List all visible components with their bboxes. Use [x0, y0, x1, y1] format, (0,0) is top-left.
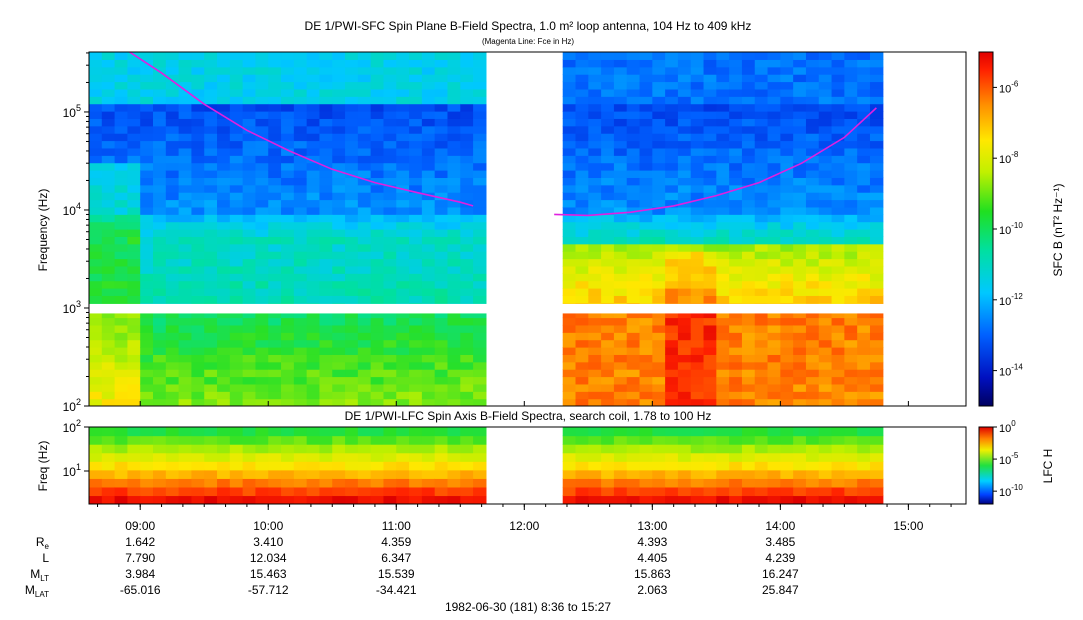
lfc-y-axis-label: Freq (Hz): [36, 441, 50, 492]
sfc-y-tick-label: 102: [63, 397, 81, 414]
ephemeris-value: 15.863: [634, 567, 671, 581]
top-panel-title: DE 1/PWI-SFC Spin Plane B-Field Spectra,…: [305, 19, 752, 33]
ephemeris-value: 4.405: [637, 551, 667, 565]
sfc-colorbar-tick-label: 10-6: [999, 79, 1019, 95]
lfc-plot-frame: [88, 426, 967, 505]
time-axis: 09:00 10:00 11:00 12:00 13:00 14:00 15:00: [97, 401, 952, 533]
ephemeris-row-label: MLT: [30, 567, 49, 583]
lfc-colorbar-tick-label: 10-10: [999, 483, 1023, 499]
ephemeris-value: -65.016: [120, 583, 161, 597]
top-panel-subtitle: (Magenta Line: Fce in Hz): [482, 37, 574, 46]
ephemeris-value: 15.463: [250, 567, 287, 581]
lfc-colorbar-tick-label: 10-5: [999, 451, 1019, 467]
lfc-y-tick-label: 102: [63, 418, 81, 435]
ephemeris-value: 6.347: [381, 551, 411, 565]
sfc-colorbar-tick-label: 10-8: [999, 150, 1019, 166]
time-tick-label: 12:00: [509, 519, 539, 533]
lfc-y-axis: 101 102: [63, 418, 89, 479]
lfc-spectrogram: [89, 427, 884, 504]
ephemeris-value: 3.984: [125, 567, 155, 581]
ephemeris-value: 7.790: [125, 551, 155, 565]
sfc-y-tick-label: 105: [63, 103, 81, 120]
fce-line-segment-2: [554, 107, 877, 217]
ephemeris-row-label: Re: [36, 535, 50, 551]
ephemeris-value: 4.359: [381, 535, 411, 549]
ephemeris-value: -57.712: [248, 583, 289, 597]
sfc-colorbar-tick-label: 10-10: [999, 221, 1023, 237]
time-tick-label: 10:00: [253, 519, 283, 533]
sfc-colorbar-tick-label: 10-14: [999, 363, 1023, 379]
fce-line: [129, 52, 474, 207]
sfc-spectrogram: [89, 52, 966, 406]
lfc-y-tick-label: 101: [63, 462, 81, 479]
ephemeris-value: 4.393: [637, 535, 667, 549]
ephemeris-value: 3.485: [765, 535, 795, 549]
time-tick-label: 14:00: [765, 519, 795, 533]
date-range-footer: 1982-06-30 (181) 8:36 to 15:27: [445, 600, 611, 614]
lfc-colorbar-ticks: 100 10-5 10-10: [993, 419, 1023, 499]
ephemeris-value: 3.410: [253, 535, 283, 549]
ephemeris-value: 2.063: [637, 583, 667, 597]
time-tick-label: 11:00: [382, 519, 411, 533]
sfc-colorbar-ticks: 10-6 10-8 10-10 10-12 10-14: [993, 79, 1023, 379]
ephemeris-row-label: MLAT: [25, 583, 49, 599]
ephemeris-value: 25.847: [762, 583, 799, 597]
ephemeris-row-label: L: [42, 551, 49, 565]
sfc-colorbar: [978, 51, 994, 407]
bottom-panel-title: DE 1/PWI-LFC Spin Axis B-Field Spectra, …: [345, 409, 712, 423]
sfc-y-axis: 102 103 104 105: [63, 52, 89, 414]
sfc-colorbar-tick-label: 10-12: [999, 292, 1023, 308]
sfc-y-tick-label: 103: [63, 299, 81, 316]
ephemeris-value: 16.247: [762, 567, 799, 581]
ephemeris-value: 12.034: [250, 551, 287, 565]
sfc-y-tick-label: 104: [63, 201, 81, 218]
sfc-colorbar-label: SFC B (nT² Hz⁻¹): [1051, 184, 1065, 277]
lfc-colorbar-tick-label: 100: [999, 419, 1016, 435]
lfc-colorbar: [978, 426, 994, 505]
time-tick-label: 09:00: [125, 519, 155, 533]
time-tick-label: 13:00: [637, 519, 667, 533]
ephemeris-value: 15.539: [378, 567, 415, 581]
time-tick-label: 15:00: [893, 519, 923, 533]
ephemeris-value: 1.642: [125, 535, 155, 549]
ephemeris-table: Re 1.642 3.410 4.359 4.393 3.485 L 7.790 12.034 6…: [25, 535, 799, 599]
ephemeris-value: -34.421: [376, 583, 417, 597]
lfc-colorbar-label: LFC H: [1041, 449, 1055, 484]
sfc-plot-frame: [88, 51, 967, 407]
ephemeris-value: 4.239: [765, 551, 795, 565]
sfc-y-axis-label: Frequency (Hz): [36, 189, 50, 272]
